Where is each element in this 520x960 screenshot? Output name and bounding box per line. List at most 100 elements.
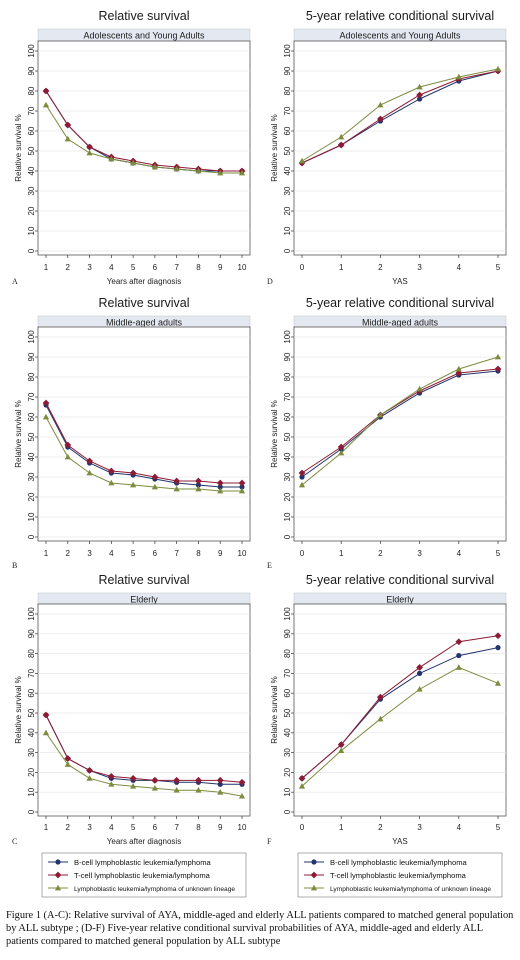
- chart-subtitle: Adolescents and Young Adults: [83, 30, 205, 40]
- series-line: [301, 666, 499, 787]
- point-marker-triangle: [377, 715, 384, 722]
- x-tick-label: 4: [109, 263, 114, 272]
- y-axis-label: Relative survival %: [14, 114, 23, 182]
- x-tick-label: 4: [109, 549, 114, 558]
- plot-area: [293, 326, 507, 542]
- y-tick-label: 60: [27, 126, 36, 135]
- point-marker-circle: [55, 859, 61, 865]
- y-tick-label: 0: [283, 809, 292, 814]
- point-marker-triangle: [217, 789, 224, 795]
- y-tick-label: 90: [283, 66, 292, 75]
- x-tick-label: 10: [238, 823, 247, 832]
- x-tick-label: 3: [417, 549, 422, 558]
- y-tick-label: 20: [283, 206, 292, 215]
- x-tick-label: 2: [66, 263, 71, 272]
- y-tick-label: 90: [283, 352, 292, 361]
- y-tick-label: 0: [27, 534, 36, 539]
- y-tick-label: 0: [27, 248, 36, 253]
- point-marker-circle: [217, 484, 223, 490]
- point-marker-triangle: [108, 479, 115, 486]
- point-marker-diamond: [298, 774, 306, 782]
- series-line: [45, 90, 242, 172]
- y-tick-label: 50: [27, 708, 36, 717]
- x-tick-label: 2: [66, 823, 71, 832]
- x-tick-label: 10: [238, 263, 247, 272]
- chart-panel-C: Relative survival Elderly 0 10 20 30 40 50 60 70 8…: [12, 573, 251, 846]
- point-marker-triangle: [416, 686, 423, 692]
- point-marker-triangle: [108, 155, 115, 162]
- series-line: [45, 416, 242, 492]
- point-marker-circle: [495, 645, 501, 651]
- y-tick-label: 40: [283, 728, 292, 737]
- point-marker-diamond: [455, 638, 463, 646]
- series-line: [45, 732, 243, 797]
- plot-area: [293, 603, 507, 817]
- x-tick-label: 3: [87, 823, 92, 832]
- x-tick-label: 1: [339, 263, 344, 272]
- y-tick-label: 90: [27, 352, 36, 361]
- y-axis-label: Relative survival %: [270, 400, 279, 468]
- point-marker-diamond: [416, 91, 423, 99]
- legend-box: [297, 852, 503, 898]
- series-line: [45, 402, 242, 484]
- y-tick-label: 30: [27, 748, 36, 757]
- y-tick-label: 90: [27, 629, 36, 638]
- y-tick-label: 0: [283, 534, 292, 539]
- y-tick-label: 100: [283, 44, 292, 58]
- y-tick-label: 10: [27, 226, 36, 235]
- point-marker-triangle: [238, 487, 246, 494]
- y-tick-label: 70: [27, 668, 36, 677]
- figure-canvas: Relative survival Adolescents and Young A…: [12, 9, 507, 898]
- y-tick-label: 70: [27, 392, 36, 401]
- y-tick-label: 40: [27, 166, 36, 175]
- panel-letter: C: [12, 837, 17, 846]
- point-marker-diamond: [42, 711, 50, 719]
- point-marker-circle: [195, 482, 202, 488]
- point-marker-triangle: [130, 481, 137, 488]
- y-tick-label: 40: [27, 728, 36, 737]
- legend-entry: T-cell lymphoblastic leukemia/lymphoma: [74, 871, 211, 880]
- y-tick-label: 10: [27, 512, 36, 521]
- x-tick-label: 7: [174, 823, 179, 832]
- x-tick-label: 9: [218, 549, 223, 558]
- y-tick-label: 90: [27, 66, 36, 75]
- y-axis-label: Relative survival %: [14, 400, 23, 468]
- point-marker-triangle: [195, 485, 202, 492]
- point-marker-diamond: [337, 141, 345, 149]
- y-tick-label: 70: [283, 392, 292, 401]
- point-marker-diamond: [494, 632, 502, 640]
- y-tick-label: 20: [27, 206, 36, 215]
- chart-panel-F: 5-year relative conditional survival Elde…: [267, 573, 507, 846]
- y-tick-label: 50: [27, 146, 36, 155]
- y-tick-label: 60: [27, 688, 36, 697]
- x-tick-label: 5: [496, 549, 501, 558]
- y-tick-label: 80: [27, 372, 36, 381]
- x-tick-label: 6: [153, 549, 158, 558]
- chart-subtitle: Middle-aged adults: [362, 317, 439, 327]
- point-marker-diamond: [42, 399, 50, 407]
- y-tick-label: 50: [27, 432, 36, 441]
- chart-panel-A: Relative survival Adolescents and Young A…: [12, 9, 251, 286]
- point-marker-diamond: [64, 755, 72, 762]
- series-line: [45, 714, 243, 783]
- point-marker-diamond: [42, 87, 50, 95]
- point-marker-triangle: [108, 781, 115, 787]
- point-marker-diamond: [216, 776, 224, 784]
- point-marker-triangle: [338, 747, 345, 754]
- series-line: [301, 635, 499, 779]
- y-tick-label: 20: [27, 492, 36, 501]
- point-marker-triangle: [173, 165, 180, 172]
- y-tick-label: 90: [283, 629, 292, 638]
- point-marker-diamond: [151, 776, 159, 784]
- point-marker-triangle: [455, 365, 462, 372]
- point-marker-diamond: [86, 457, 93, 465]
- point-marker-triangle: [217, 487, 224, 494]
- x-tick-label: 3: [87, 549, 92, 558]
- legend-entry: Lymphoblastic leukemia/lymphoma of unkno…: [330, 886, 491, 893]
- x-tick-label: 5: [131, 823, 136, 832]
- y-axis-label: Relative survival %: [14, 676, 23, 744]
- x-axis-label: Years after diagnosis: [107, 277, 181, 286]
- point-marker-triangle: [338, 449, 345, 456]
- y-axis-label: Relative survival %: [270, 114, 279, 182]
- chart-subtitle: Adolescents and Young Adults: [339, 30, 461, 40]
